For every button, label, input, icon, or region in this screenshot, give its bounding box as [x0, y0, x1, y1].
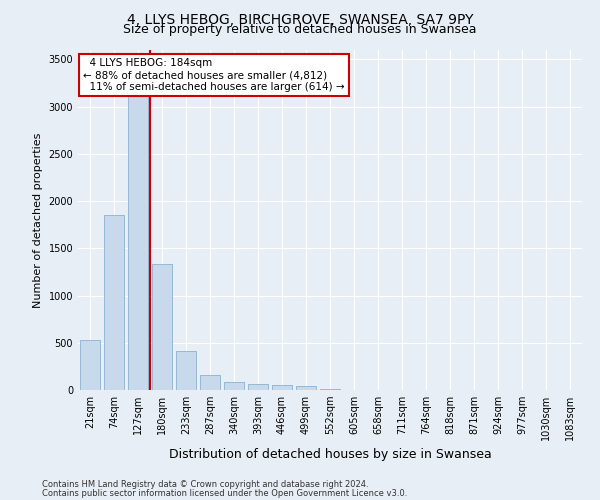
Bar — [80, 340, 100, 390]
Text: Size of property relative to detached houses in Swansea: Size of property relative to detached ho… — [123, 22, 477, 36]
Bar — [152, 264, 172, 390]
Bar — [248, 384, 268, 390]
Bar — [320, 389, 340, 390]
Bar — [224, 382, 244, 390]
Bar — [296, 386, 316, 390]
Text: 4 LLYS HEBOG: 184sqm
← 88% of detached houses are smaller (4,812)
  11% of semi-: 4 LLYS HEBOG: 184sqm ← 88% of detached h… — [83, 58, 344, 92]
Bar — [272, 386, 292, 390]
Bar — [104, 216, 124, 390]
Bar — [200, 376, 220, 390]
Bar — [176, 352, 196, 390]
Y-axis label: Number of detached properties: Number of detached properties — [33, 132, 43, 308]
Text: 4, LLYS HEBOG, BIRCHGROVE, SWANSEA, SA7 9PY: 4, LLYS HEBOG, BIRCHGROVE, SWANSEA, SA7 … — [127, 12, 473, 26]
Text: Contains public sector information licensed under the Open Government Licence v3: Contains public sector information licen… — [42, 489, 407, 498]
X-axis label: Distribution of detached houses by size in Swansea: Distribution of detached houses by size … — [169, 448, 491, 462]
Bar — [128, 78, 148, 390]
Text: Contains HM Land Registry data © Crown copyright and database right 2024.: Contains HM Land Registry data © Crown c… — [42, 480, 368, 489]
